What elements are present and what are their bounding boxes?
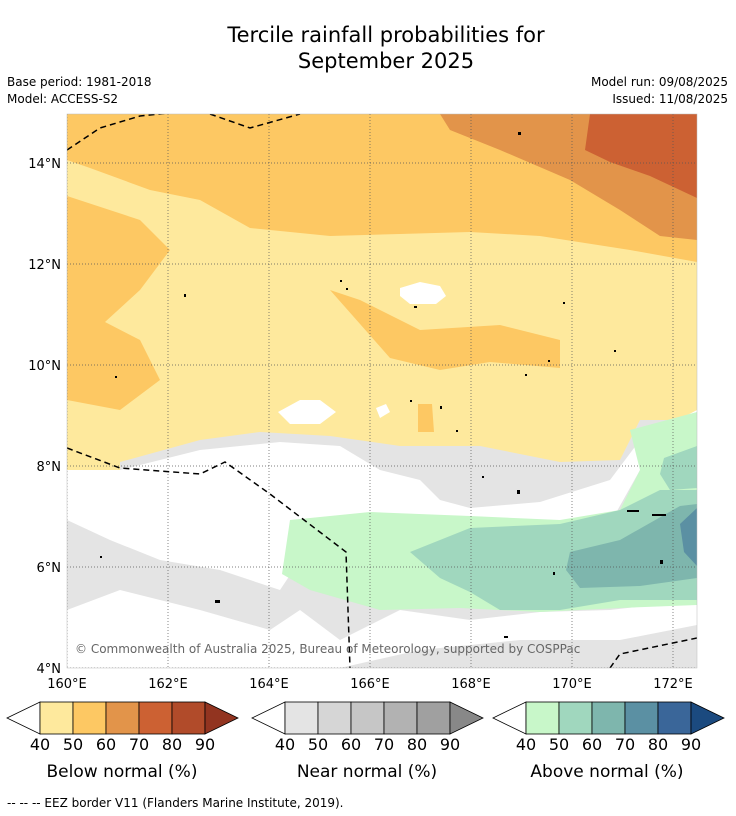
- colorbar-segment: [416, 701, 451, 735]
- below-normal-50-region: [67, 114, 697, 432]
- base-period: Base period: 1981-2018: [7, 75, 152, 89]
- probability-field: © Commonwealth of Australia 2025, Bureau…: [67, 114, 697, 668]
- colorbar-tick-label: 60: [96, 735, 116, 754]
- colorbar-segment: [284, 701, 319, 735]
- lon-label: 162°E: [148, 677, 188, 692]
- colorbar-tick-label: 50: [549, 735, 569, 754]
- colorbar-tick-label: 90: [195, 735, 215, 754]
- lat-label: 10°N: [28, 359, 61, 374]
- colorbar-tick-label: 70: [129, 735, 149, 754]
- colorbar-tick-label: 50: [308, 735, 328, 754]
- colorbar-tick-label: 90: [681, 735, 701, 754]
- colorbar-segment: [317, 701, 352, 735]
- colorbar-tick-label: 40: [275, 735, 295, 754]
- latitude-labels: 14°N 12°N 10°N 8°N 6°N 4°N: [28, 157, 61, 677]
- colorbar-tick-label: 60: [341, 735, 361, 754]
- lon-label: 160°E: [47, 677, 87, 692]
- longitude-labels: 160°E 162°E 164°E 166°E 168°E 170°E 172°…: [47, 677, 693, 692]
- graticule: [67, 114, 697, 668]
- title-line-2: September 2025: [297, 49, 475, 73]
- lat-label: 6°N: [37, 561, 62, 576]
- below-normal-70-region: [585, 114, 697, 198]
- colorbar-tick-label: 40: [516, 735, 536, 754]
- colorbar-lower-arrow: [251, 701, 286, 735]
- meta-right: Model run: 09/08/2025 Issued: 11/08/2025: [591, 74, 728, 108]
- colorbar-segment: [72, 701, 107, 735]
- lon-label: 164°E: [249, 677, 289, 692]
- colorbar-tick-label: 80: [162, 735, 182, 754]
- colorbar-segment: [138, 701, 173, 735]
- colorbar-segment: [591, 701, 626, 735]
- colorbar-upper-arrow: [204, 701, 239, 735]
- colorbar-lower-arrow: [492, 701, 527, 735]
- lon-label: 166°E: [350, 677, 390, 692]
- lat-label: 12°N: [28, 258, 61, 273]
- lat-label: 14°N: [28, 157, 61, 172]
- near-normal-legend-label: Near normal (%): [296, 762, 438, 782]
- colorbar-tick-label: 50: [63, 735, 83, 754]
- colorbar-segment: [525, 701, 560, 735]
- colorbar-tick-label: 70: [374, 735, 394, 754]
- title-line-1: Tercile rainfall probabilities for: [227, 23, 545, 47]
- eez-footnote: -- -- -- EEZ border V11 (Flanders Marine…: [7, 796, 344, 810]
- lat-label: 8°N: [37, 460, 62, 475]
- model-name: Model: ACCESS-S2: [7, 92, 119, 106]
- copyright-notice: © Commonwealth of Australia 2025, Bureau…: [75, 642, 580, 656]
- model-run: Model run: 09/08/2025: [590, 75, 728, 89]
- map-frame: [66, 113, 698, 669]
- lon-label: 172°E: [653, 677, 693, 692]
- eez-borders: [67, 114, 697, 668]
- colorbar-segment: [657, 701, 692, 735]
- colorbar-segment: [105, 701, 140, 735]
- colorbar-tick-label: 60: [582, 735, 602, 754]
- colorbar-upper-arrow: [449, 701, 484, 735]
- colorbar-upper-arrow: [690, 701, 725, 735]
- colorbar-segment: [558, 701, 593, 735]
- colorbar-segment: [39, 701, 74, 735]
- lon-label: 170°E: [552, 677, 592, 692]
- colorbar-tick-label: 80: [648, 735, 668, 754]
- colorbar-tick-label: 90: [440, 735, 460, 754]
- below-normal-legend-label: Below normal (%): [46, 762, 198, 782]
- colorbar-lower-arrow: [6, 701, 41, 735]
- issued-date: Issued: 11/08/2025: [612, 92, 728, 106]
- colorbar-tick-label: 70: [615, 735, 635, 754]
- colorbar-tick-label: 80: [407, 735, 427, 754]
- colorbar-tick-label: 40: [30, 735, 50, 754]
- colorbar-segment: [171, 701, 206, 735]
- map-title: Tercile rainfall probabilities for Septe…: [0, 22, 736, 74]
- above-normal-70-region: [680, 508, 697, 566]
- islands: [100, 132, 666, 638]
- colorbar-segment: [350, 701, 385, 735]
- above-normal-legend-label: Above normal (%): [530, 762, 684, 782]
- no-dominant-region: [67, 282, 697, 668]
- lat-label: 4°N: [37, 662, 62, 677]
- colorbar-legends: 40 50 60 70 80 90 40 50 60 70 80 90 40 50 60 70 80 90: [6, 701, 725, 754]
- meta-left: Base period: 1981-2018 Model: ACCESS-S2: [7, 74, 152, 108]
- lon-label: 168°E: [451, 677, 491, 692]
- colorbar-segment: [624, 701, 659, 735]
- colorbar-segment: [383, 701, 418, 735]
